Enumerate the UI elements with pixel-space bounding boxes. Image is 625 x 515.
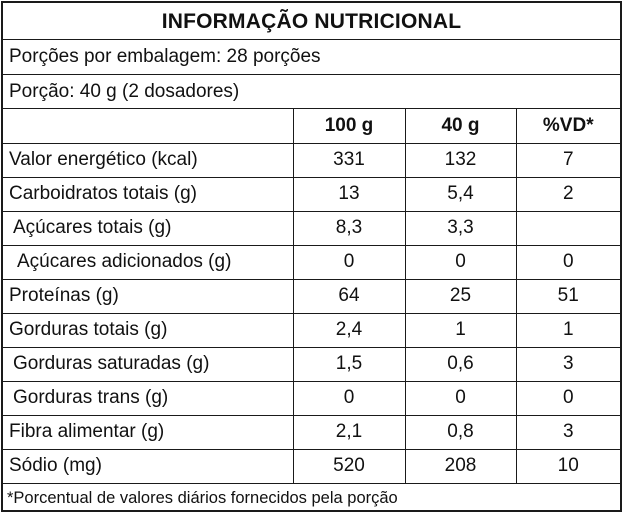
value-vd: 3: [516, 415, 620, 450]
table-row: Fibra alimentar (g) 2,1 0,8 3: [3, 415, 620, 450]
table-row: Carboidratos totais (g) 13 5,4 2: [3, 177, 620, 212]
nutrition-table-wrapper: 100 g 40 g %VD* Valor energético (kcal) …: [3, 109, 620, 484]
table-row: Gorduras trans (g) 0 0 0: [3, 381, 620, 416]
value-40g: 1: [405, 313, 517, 348]
nutrient-label: Açúcares adicionados (g): [3, 245, 294, 280]
table-row: Açúcares adicionados (g) 0 0 0: [3, 245, 620, 280]
value-40g: 3,3: [405, 211, 517, 246]
table-row: Proteínas (g) 64 25 51: [3, 279, 620, 314]
value-100g: 64: [293, 279, 406, 314]
value-40g: 0,6: [405, 347, 517, 382]
footnote: *Porcentual de valores diários fornecido…: [7, 489, 398, 507]
value-100g: 8,3: [293, 211, 406, 246]
nutrient-label: Gorduras totais (g): [3, 313, 294, 348]
panel-title: INFORMAÇÃO NUTRICIONAL: [3, 3, 620, 40]
nutrient-label: Fibra alimentar (g): [3, 415, 294, 450]
value-vd: 1: [516, 313, 620, 348]
nutrient-label: Gorduras trans (g): [3, 381, 294, 416]
nutrient-label: Açúcares totais (g): [3, 211, 294, 246]
nutrient-label: Carboidratos totais (g): [3, 177, 294, 212]
table-row: Gorduras totais (g) 2,4 1 1: [3, 313, 620, 348]
table-row: Valor energético (kcal) 331 132 7: [3, 143, 620, 178]
value-40g: 0: [405, 245, 517, 280]
table-header-row: 100 g 40 g %VD*: [3, 109, 620, 144]
value-40g: 132: [405, 143, 517, 178]
nutrient-label: Proteínas (g): [3, 279, 294, 314]
value-100g: 0: [293, 381, 406, 416]
header-40g: 40 g: [405, 109, 517, 144]
value-100g: 2,4: [293, 313, 406, 348]
value-100g: 1,5: [293, 347, 406, 382]
value-vd: 7: [516, 143, 620, 178]
nutrient-label: Sódio (mg): [3, 449, 294, 484]
value-vd: 51: [516, 279, 620, 314]
value-40g: 0: [405, 381, 517, 416]
nutrient-label: Gorduras saturadas (g): [3, 347, 294, 382]
serving-size: Porção: 40 g (2 dosadores): [9, 81, 240, 102]
table-row: Gorduras saturadas (g) 1,5 0,6 3: [3, 347, 620, 382]
serving-size-row: Porção: 40 g (2 dosadores): [3, 75, 620, 109]
value-100g: 520: [293, 449, 406, 484]
header-vd: %VD*: [516, 109, 620, 144]
value-vd: 3: [516, 347, 620, 382]
value-100g: 331: [293, 143, 406, 178]
value-vd: 2: [516, 177, 620, 212]
value-40g: 5,4: [405, 177, 517, 212]
servings-per-package: Porções por embalagem: 28 porções: [9, 46, 321, 67]
value-vd: 0: [516, 245, 620, 280]
footnote-row: *Porcentual de valores diários fornecido…: [3, 484, 620, 512]
value-vd: 0: [516, 381, 620, 416]
header-nutrient: [3, 109, 294, 144]
servings-per-package-row: Porções por embalagem: 28 porções: [3, 40, 620, 75]
table-row: Açúcares totais (g) 8,3 3,3: [3, 211, 620, 246]
value-40g: 208: [405, 449, 517, 484]
value-100g: 13: [293, 177, 406, 212]
value-100g: 0: [293, 245, 406, 280]
value-vd: 10: [516, 449, 620, 484]
value-vd: [516, 211, 620, 246]
value-100g: 2,1: [293, 415, 406, 450]
value-40g: 25: [405, 279, 517, 314]
nutrient-label: Valor energético (kcal): [3, 143, 294, 178]
table-row: Sódio (mg) 520 208 10: [3, 449, 620, 484]
header-100g: 100 g: [293, 109, 406, 144]
value-40g: 0,8: [405, 415, 517, 450]
nutrition-table: 100 g 40 g %VD* Valor energético (kcal) …: [3, 109, 620, 484]
